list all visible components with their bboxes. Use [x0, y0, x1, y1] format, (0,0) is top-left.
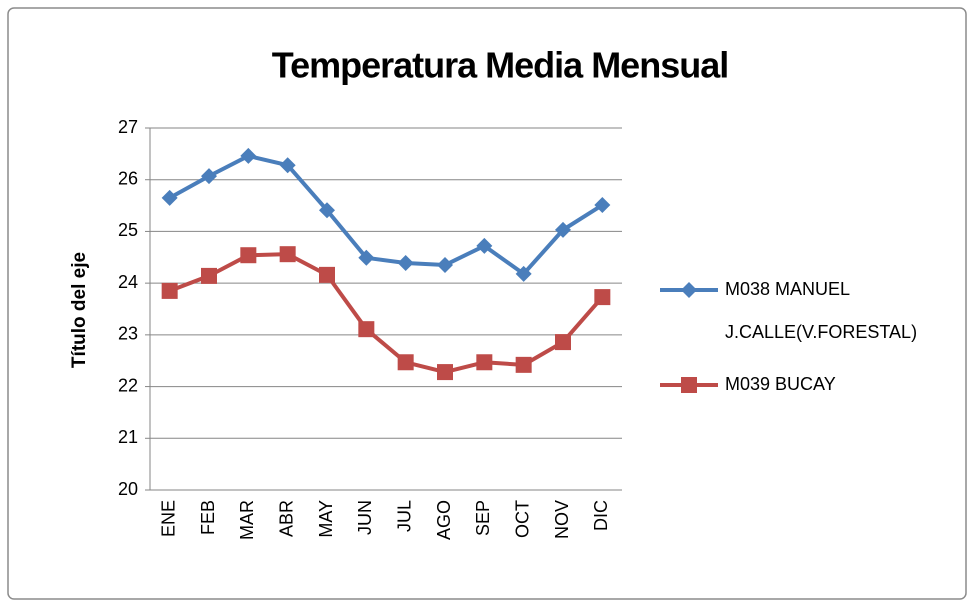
- marker: [358, 249, 375, 266]
- marker: [515, 356, 532, 373]
- legend-line-1: M038 MANUEL: [725, 279, 854, 299]
- series: [161, 147, 611, 282]
- marker: [201, 267, 217, 284]
- marker: [397, 254, 414, 271]
- marker: [201, 168, 217, 185]
- marker: [319, 266, 335, 283]
- y-tick-label: 26: [118, 168, 138, 188]
- x-tick-label: JUN: [355, 500, 375, 535]
- marker: [240, 147, 257, 164]
- y-tick-label: 25: [118, 220, 138, 240]
- legend-label: M039 BUCAY: [725, 374, 836, 394]
- marker: [476, 237, 493, 254]
- chart-title: Temperatura Media Mensual: [272, 45, 728, 86]
- x-tick-label: DIC: [591, 500, 611, 531]
- x-tick-label: NOV: [552, 500, 572, 539]
- marker: [437, 364, 453, 381]
- marker: [476, 354, 493, 371]
- x-tick-label: MAR: [237, 500, 257, 540]
- series-line: [168, 153, 604, 276]
- marker: [279, 157, 296, 174]
- x-tick-label: SEP: [473, 500, 493, 536]
- marker: [240, 247, 257, 264]
- marker: [397, 354, 414, 371]
- y-axis-label: Título del eje: [69, 252, 90, 368]
- marker: [594, 289, 611, 306]
- x-tick-label: AGO: [434, 500, 454, 540]
- marker: [358, 321, 375, 338]
- x-tick-label: JUL: [394, 500, 414, 532]
- marker: [515, 265, 532, 282]
- marker: [681, 377, 697, 393]
- legend-line-2: J.CALLE(V.FORESTAL): [725, 322, 917, 342]
- marker: [681, 282, 697, 298]
- marker: [161, 282, 178, 299]
- marker: [437, 257, 453, 274]
- x-tick-label: ABR: [276, 500, 296, 537]
- y-tick-label: 20: [118, 479, 138, 499]
- marker: [319, 202, 335, 219]
- marker: [555, 334, 571, 351]
- marker: [555, 221, 571, 238]
- y-tick-label: 23: [118, 324, 138, 344]
- x-tick-label: FEB: [198, 500, 218, 535]
- x-tick-label: MAY: [316, 500, 336, 538]
- x-tick-label: ENE: [158, 500, 178, 537]
- marker: [594, 197, 611, 214]
- series: [161, 246, 611, 381]
- y-tick-label: 24: [118, 272, 138, 292]
- y-tick-label: 22: [118, 375, 138, 395]
- y-tick-label: 21: [118, 427, 138, 447]
- marker: [279, 246, 296, 263]
- y-tick-label: 27: [118, 117, 138, 137]
- marker: [161, 189, 178, 206]
- legend-label: M038 MANUEL J.CALLE(V.FORESTAL): [725, 279, 917, 342]
- x-tick-label: OCT: [512, 500, 532, 538]
